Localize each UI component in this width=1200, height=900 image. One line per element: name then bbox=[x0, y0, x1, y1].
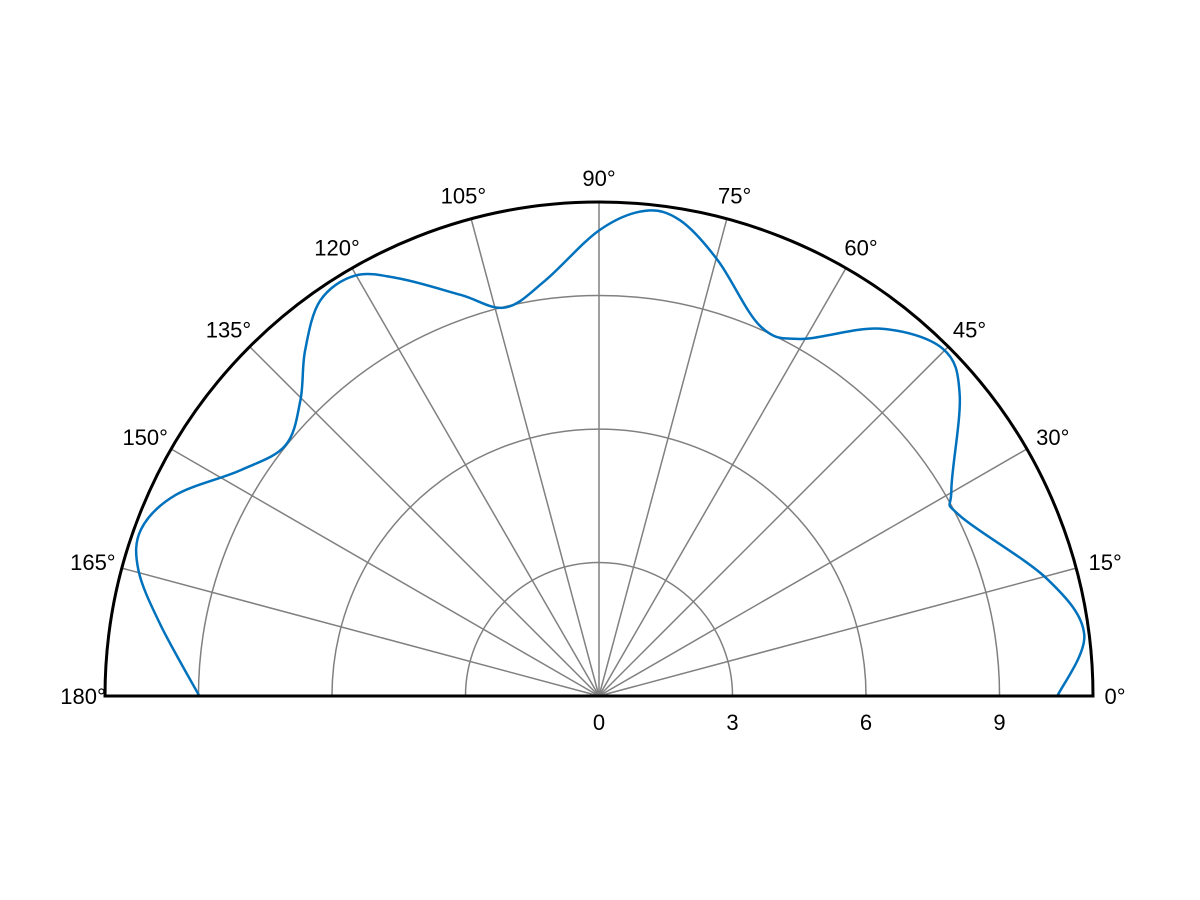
ring-3 bbox=[464, 562, 734, 697]
spoke-135 bbox=[249, 346, 600, 697]
polar-frame bbox=[103, 200, 1095, 698]
series-line bbox=[134, 209, 1086, 697]
spoke-120 bbox=[351, 267, 600, 697]
r-tick-label: 0 bbox=[593, 710, 605, 735]
theta-tick-label: 180° bbox=[60, 684, 106, 709]
theta-tick-label: 45° bbox=[953, 318, 986, 343]
series bbox=[134, 209, 1086, 697]
spoke-30 bbox=[598, 448, 1028, 697]
theta-tick-label: 15° bbox=[1089, 550, 1122, 575]
spoke-15 bbox=[598, 567, 1077, 697]
theta-tick-label: 165° bbox=[70, 550, 116, 575]
theta-tick-label: 90° bbox=[582, 166, 615, 191]
r-tick-label: 3 bbox=[726, 710, 738, 735]
ring-6 bbox=[331, 428, 867, 697]
theta-tick-label: 60° bbox=[844, 235, 877, 260]
spoke-75 bbox=[598, 218, 728, 697]
tick-labels: 0° 15° 30° 45° 60° 75° 90° 105° 120° 135° 150° 165°… bbox=[60, 166, 1125, 735]
theta-tick-label: 150° bbox=[122, 425, 168, 450]
spoke-105 bbox=[470, 218, 600, 697]
ring-9 bbox=[197, 294, 1001, 697]
theta-tick-label: 135° bbox=[206, 318, 252, 343]
grid bbox=[121, 202, 1077, 697]
r-tick-label: 6 bbox=[860, 710, 872, 735]
theta-tick-label: 75° bbox=[718, 184, 751, 209]
spoke-60 bbox=[598, 267, 847, 697]
r-tick-label: 9 bbox=[993, 710, 1005, 735]
theta-tick-label: 120° bbox=[314, 235, 360, 260]
spoke-150 bbox=[170, 448, 600, 697]
theta-tick-label: 105° bbox=[441, 184, 487, 209]
spoke-45 bbox=[598, 346, 949, 697]
theta-tick-label: 30° bbox=[1036, 425, 1069, 450]
spoke-165 bbox=[121, 567, 600, 697]
frame bbox=[103, 200, 1095, 698]
theta-tick-label: 0° bbox=[1104, 684, 1125, 709]
